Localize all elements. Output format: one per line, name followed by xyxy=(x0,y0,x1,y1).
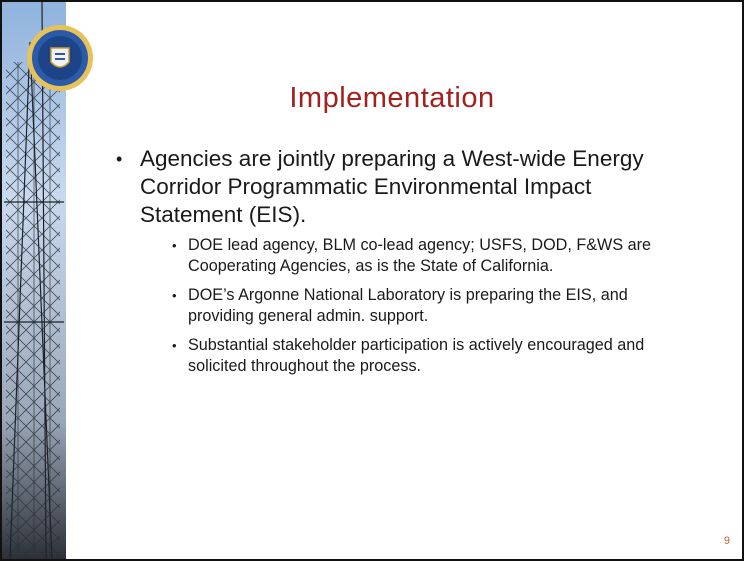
sub-bullet: DOE lead agency, BLM co-lead agency; USF… xyxy=(140,235,668,277)
bullet-list: Agencies are jointly preparing a West-wi… xyxy=(112,145,672,385)
sub-bullet: DOE’s Argonne National Laboratory is pre… xyxy=(140,285,668,327)
slide: Implementation Agencies are jointly prep… xyxy=(0,0,744,561)
bullet-text: Agencies are jointly preparing a West-wi… xyxy=(140,146,644,227)
sub-bullet: Substantial stakeholder participation is… xyxy=(140,335,668,377)
doe-seal xyxy=(26,24,94,92)
page-number: 9 xyxy=(724,535,730,547)
bullet: Agencies are jointly preparing a West-wi… xyxy=(112,145,672,377)
slide-title: Implementation xyxy=(132,82,652,115)
sub-bullet-list: DOE lead agency, BLM co-lead agency; USF… xyxy=(140,235,672,377)
